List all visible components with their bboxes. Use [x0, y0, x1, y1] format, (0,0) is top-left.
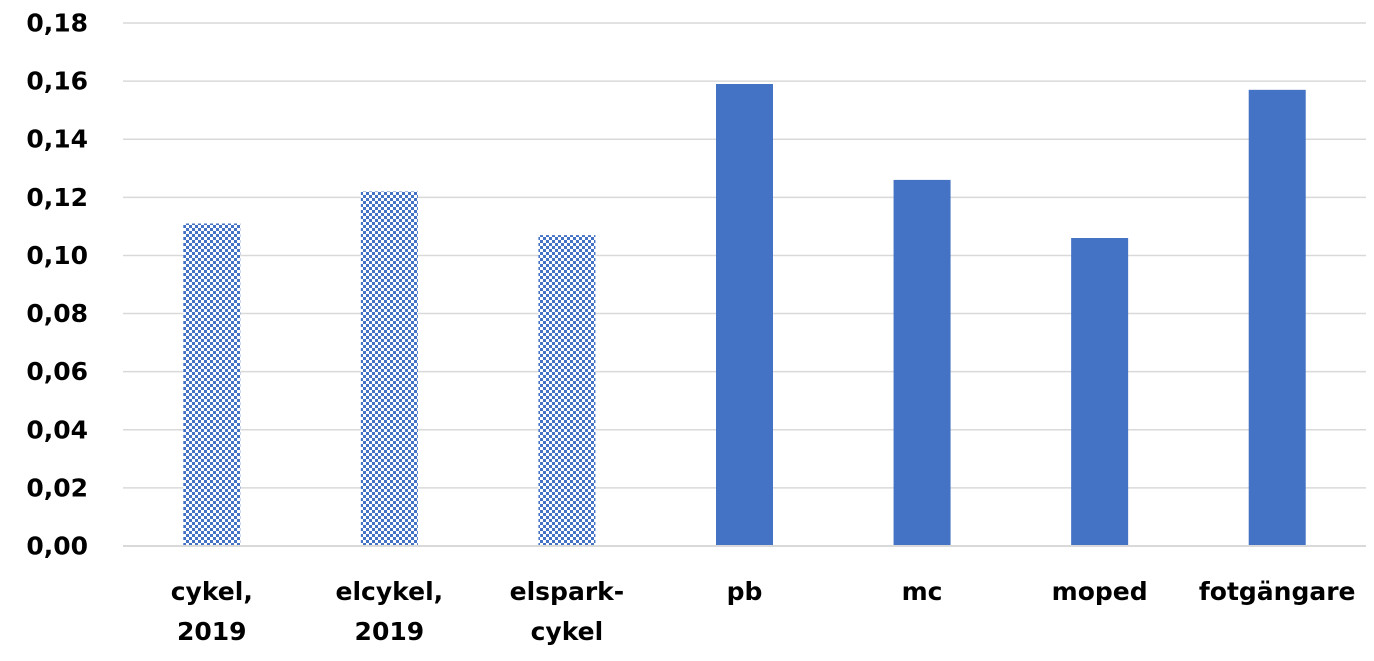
bar	[1071, 238, 1129, 546]
x-category-label: elspark-cykel	[510, 577, 625, 646]
bar	[1248, 89, 1306, 547]
x-axis-category-labels: cykel, 2019 elcykel, 2019 elspark-cykel pb mc m…	[171, 577, 1356, 646]
x-category-label-line: pb	[727, 577, 763, 606]
x-category-label: cykel, 2019	[171, 577, 253, 646]
x-category-label-line: elspark-	[510, 577, 625, 606]
y-tick-label: 0,18	[26, 9, 88, 38]
y-tick-label: 0,00	[26, 532, 88, 561]
bars	[183, 84, 1306, 547]
bar	[183, 223, 241, 546]
x-category-label-line: cykel	[531, 617, 604, 646]
x-category-label-line: 2019	[355, 617, 425, 646]
x-category-label: moped	[1052, 577, 1148, 606]
x-category-label-line: 2019	[177, 617, 247, 646]
y-tick-label: 0,06	[26, 357, 88, 386]
x-category-label: elcykel, 2019	[336, 577, 444, 646]
y-tick-label: 0,10	[26, 241, 88, 270]
y-tick-label: 0,02	[26, 473, 88, 502]
y-tick-label: 0,12	[26, 183, 88, 212]
y-tick-label: 0,08	[26, 299, 88, 328]
bar	[360, 191, 418, 546]
x-category-label: pb	[727, 577, 763, 606]
x-category-label: mc	[902, 577, 943, 606]
x-category-label: fotgängare	[1199, 577, 1356, 606]
bar	[538, 235, 596, 546]
bar	[893, 179, 951, 546]
y-tick-label: 0,16	[26, 67, 88, 96]
y-axis-tick-labels: 0,00 0,02 0,04 0,06 0,08 0,10 0,12 0,14 0,16 0,18	[26, 9, 88, 561]
bar	[716, 84, 773, 547]
y-tick-label: 0,14	[26, 125, 88, 154]
x-category-label-line: fotgängare	[1199, 577, 1356, 606]
x-category-label-line: moped	[1052, 577, 1148, 606]
x-category-label-line: mc	[902, 577, 943, 606]
x-category-label-line: cykel,	[171, 577, 253, 606]
x-category-label-line: elcykel,	[336, 577, 444, 606]
y-tick-label: 0,04	[26, 415, 88, 444]
